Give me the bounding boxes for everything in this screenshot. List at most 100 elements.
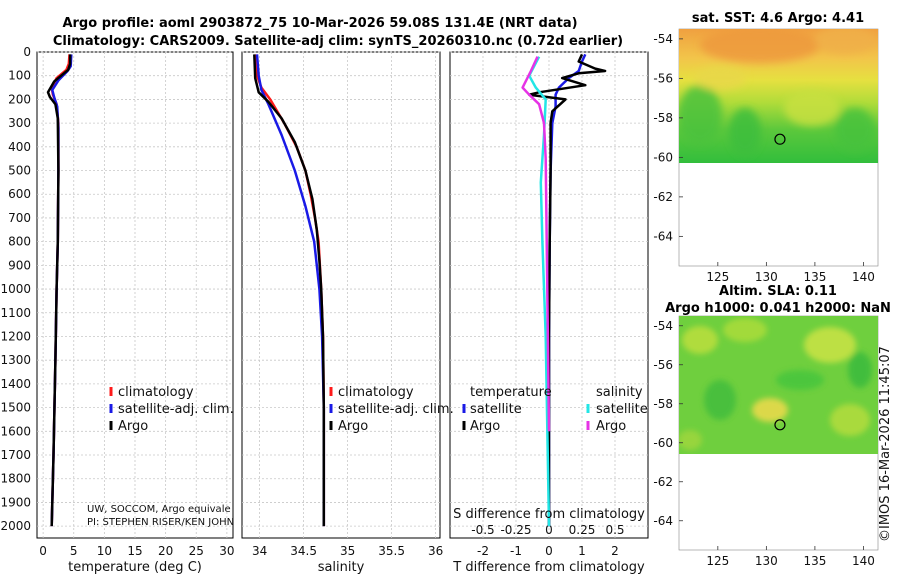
imos-stamp: ©IMOS 16-Mar-2026 11:45:07 [878, 346, 893, 542]
x-tick-label: 36 [428, 544, 443, 558]
sla-patch [848, 352, 872, 388]
title-line-2: Climatology: CARS2009. Satellite-adj cli… [53, 34, 623, 49]
x-tick-label: 15 [127, 544, 142, 558]
difference-xlabel-2: S difference from climatology [453, 507, 645, 522]
map-y-tick-label: -58 [653, 397, 673, 411]
legend-label-satellite: satellite-adj. clim. [338, 402, 454, 417]
legend-title-salinity: salinity [596, 385, 643, 400]
profile-curves [46, 53, 607, 527]
legend-label-argo: Argo [118, 419, 148, 434]
x2-tick-label: -0.5 [471, 523, 494, 537]
depth-tick-label: 1300 [0, 353, 31, 367]
sla-patch [682, 326, 718, 354]
map-x-tick-label: 125 [706, 554, 729, 568]
salinity-axes [241, 51, 441, 539]
depth-tick-label: 1600 [0, 424, 31, 438]
sla-patch [679, 430, 702, 450]
x2-tick-label: 0.5 [605, 523, 624, 537]
difference-legend: temperature satellite Argo salinity sate… [462, 385, 648, 434]
x-tick-label: 1 [578, 544, 586, 558]
sla-map-ticks: 125 130 135 140 -54 -56 -58 -60 -62 -64 [653, 319, 875, 568]
sst-green-patch [729, 108, 761, 156]
legend-label-s-satellite: satellite [596, 402, 648, 417]
map-y-tick-label: -54 [653, 32, 673, 46]
sst-green-patch [835, 108, 875, 152]
legend-label-climatology: climatology [338, 385, 414, 400]
depth-tick-label: 2000 [0, 519, 31, 533]
depth-tick-label: 200 [8, 92, 31, 106]
x-tick-label: 35 [340, 544, 355, 558]
map-x-tick-label: 125 [706, 270, 729, 284]
sst-warm-patch [700, 29, 820, 63]
map-x-tick-label: 135 [803, 270, 826, 284]
x-tick-label: 25 [189, 544, 204, 558]
sla-map-field [679, 316, 878, 454]
map-y-tick-label: -64 [653, 514, 673, 528]
sst-map-ticks: 125 130 135 140 -54 -56 -58 -60 -62 -64 [653, 32, 875, 284]
grid-lines [37, 51, 648, 538]
depth-tick-label: 1200 [0, 329, 31, 343]
profile-line-argo [253, 54, 326, 527]
sla-patch [752, 398, 788, 422]
sla-patch [830, 404, 870, 436]
x-tick-label: -2 [477, 544, 489, 558]
x-tick-label: 0 [545, 544, 553, 558]
depth-tick-label: 900 [8, 258, 31, 272]
depth-tick-label: 1400 [0, 377, 31, 391]
depth-tick-label: 700 [8, 211, 31, 225]
x2-tick-label: -0.25 [500, 523, 531, 537]
x-tick-label: 2 [611, 544, 619, 558]
map-x-tick-label: 140 [852, 270, 875, 284]
depth-tick-label: 800 [8, 235, 31, 249]
x-tick-label: 35.5 [378, 544, 405, 558]
x-tick-label: 20 [158, 544, 173, 558]
map-y-tick-label: -64 [653, 229, 673, 243]
legend-label-climatology: climatology [118, 385, 194, 400]
sst-map-field [679, 29, 878, 163]
sla-patch [704, 380, 736, 420]
depth-tick-labels: 0 100 200 300 400 500 600 700 800 900 1000 1100 1200… [0, 45, 31, 533]
sst-warm-patch [815, 29, 875, 54]
x-tick-label: 5 [70, 544, 78, 558]
credit-line-1: UW, SOCCOM, Argo equivale [87, 504, 231, 515]
map-y-tick-label: -58 [653, 111, 673, 125]
map-y-tick-label: -60 [653, 150, 673, 164]
map-x-tick-label: 130 [755, 270, 778, 284]
depth-tick-label: 1000 [0, 282, 31, 296]
sst-yellow-patch [784, 90, 840, 126]
map-y-tick-label: -62 [653, 475, 673, 489]
legend-label-satellite: satellite-adj. clim. [118, 402, 234, 417]
sla-patch [804, 327, 856, 363]
map-x-tick-label: 130 [755, 554, 778, 568]
map-y-tick-label: -54 [653, 319, 673, 333]
legend-label-t-argo: Argo [470, 419, 500, 434]
legend-label-argo: Argo [338, 419, 368, 434]
sla-map-title-1: Altim. SLA: 0.11 [719, 284, 837, 299]
depth-tick-label: 600 [8, 187, 31, 201]
temperature-legend: climatology satellite-adj. clim. Argo [109, 385, 234, 434]
depth-tick-label: 1100 [0, 306, 31, 320]
sla-argo-location-marker [774, 419, 786, 431]
map-x-tick-label: 135 [803, 554, 826, 568]
x2-tick-label: 0.25 [569, 523, 596, 537]
credit-line-2: PI: STEPHEN RISER/KEN JOHN [87, 517, 234, 528]
legend-label-s-argo: Argo [596, 419, 626, 434]
difference-xlabel: T difference from climatology [452, 560, 645, 575]
sla-patch [776, 370, 824, 390]
sla-map-title-2: Argo h1000: 0.041 h2000: NaN [665, 301, 891, 316]
depth-tick-label: 400 [8, 140, 31, 154]
depth-tick-label: 1900 [0, 495, 31, 509]
map-y-tick-label: -60 [653, 436, 673, 450]
map-y-tick-label: -56 [653, 71, 673, 85]
profile-line-argo [46, 54, 72, 527]
sst-argo-location-marker [774, 133, 786, 145]
depth-tick-label: 100 [8, 69, 31, 83]
x-tick-label: 34.5 [290, 544, 317, 558]
map-y-tick-label: -62 [653, 190, 673, 204]
sst-green-patch [679, 85, 722, 145]
depth-tick-label: 300 [8, 116, 31, 130]
legend-title-temperature: temperature [470, 385, 552, 400]
title-line-1: Argo profile: aoml 2903872_75 10-Mar-202… [62, 16, 577, 31]
temperature-xlabel: temperature (deg C) [68, 560, 202, 575]
